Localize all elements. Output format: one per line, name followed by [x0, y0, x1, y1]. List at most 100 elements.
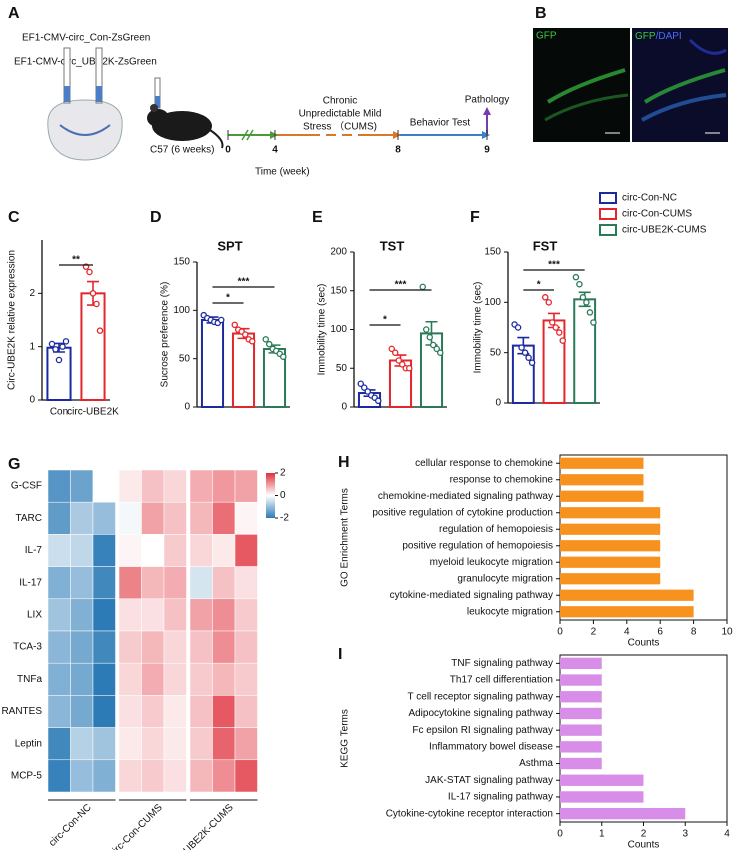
y-axis-label: GO Enrichment Terms — [340, 488, 351, 587]
heatmap-cell — [212, 662, 236, 696]
bar — [200, 319, 225, 408]
heatmap-cell — [141, 727, 165, 761]
y-tick-label: 0 — [341, 402, 347, 413]
heatmap-cell — [47, 534, 71, 567]
bar — [560, 741, 602, 753]
heatmap-cell — [234, 695, 258, 728]
x-tick-label: 6 — [657, 627, 663, 638]
heatmap-cell — [141, 598, 165, 632]
heatmap-cell — [70, 695, 94, 728]
panel-label: H — [338, 454, 350, 471]
data-point — [518, 344, 525, 351]
image-title-part: GFP — [635, 31, 656, 42]
bar — [560, 523, 661, 535]
y-tick-label: Asthma — [519, 758, 553, 769]
data-point — [398, 361, 406, 368]
heatmap-cell — [212, 598, 236, 632]
row-label: TCA-3 — [13, 642, 42, 653]
y-tick-label: T cell receptor signaling pathway — [408, 691, 553, 702]
heatmap-cell — [70, 534, 94, 567]
data-point — [426, 333, 433, 341]
heatmap-cell — [70, 501, 94, 535]
data-point — [59, 343, 66, 350]
x-tick-label: 10 — [721, 627, 733, 638]
data-point — [583, 299, 590, 306]
heatmap-cell — [92, 566, 116, 600]
heatmap-cell — [47, 501, 71, 535]
bar — [560, 757, 602, 770]
bar — [560, 573, 661, 585]
data-point — [48, 340, 56, 348]
data-point — [576, 280, 583, 288]
heatmap-cell — [118, 501, 142, 535]
group-label: circ-Con-NC — [47, 802, 94, 849]
data-point — [374, 397, 382, 405]
y-tick-label: positive regulation of hemopoiesis — [402, 540, 553, 551]
heatmap-cell — [212, 566, 236, 600]
group-label: circ-UBE2K-CUMS — [168, 802, 236, 850]
data-point — [86, 268, 93, 276]
stress-label: Chronic — [323, 96, 357, 107]
data-point — [586, 309, 594, 316]
heatmap-cell — [118, 566, 142, 600]
y-tick-label: granulocyte migration — [457, 573, 553, 584]
x-tick-label: 8 — [691, 627, 697, 638]
heatmap-cell — [163, 695, 187, 728]
heatmap-cell — [189, 534, 213, 567]
bar — [560, 507, 661, 519]
bar — [560, 691, 602, 703]
bar — [560, 791, 644, 803]
bar — [560, 606, 694, 618]
x-tick-label: circ-UBE2K — [67, 407, 119, 418]
panel-label: B — [535, 5, 547, 22]
bar — [560, 457, 644, 469]
heatmap-cell — [189, 695, 213, 728]
data-point — [559, 337, 567, 344]
y-tick-label: leukocyte migration — [467, 606, 553, 617]
colorbar-tick-label: 0 — [280, 490, 286, 501]
heatmap-cell — [163, 501, 187, 535]
chart-title: FST — [533, 238, 558, 253]
significance-label: * — [226, 293, 230, 304]
heatmap-cell — [163, 759, 187, 793]
heatmap-cell — [118, 630, 142, 664]
panel-label: A — [8, 5, 20, 22]
x-axis-label: Counts — [628, 638, 660, 649]
heatmap-cell — [92, 727, 116, 761]
data-point — [405, 364, 413, 372]
heatmap-cell — [70, 759, 94, 793]
heatmap-cell — [141, 566, 165, 600]
legend-label: circ-UBE2K-CUMS — [622, 225, 707, 236]
data-point — [279, 353, 287, 360]
bar — [560, 674, 602, 686]
data-point — [556, 329, 563, 336]
y-tick-label: cytokine-mediated signaling pathway — [390, 590, 553, 601]
heatmap-cell — [47, 469, 71, 503]
heatmap-cell — [92, 501, 116, 535]
heatmap-cell — [70, 598, 94, 632]
chart-title: TST — [380, 238, 405, 253]
heatmap-cell — [47, 598, 71, 632]
data-point — [552, 324, 560, 331]
x-tick-label: 0 — [557, 627, 563, 638]
y-tick-label: response to chemokine — [450, 474, 554, 485]
heatmap-cell — [141, 662, 165, 696]
y-tick-label: 50 — [179, 353, 191, 364]
heatmap-cell — [234, 469, 258, 503]
panel-label: I — [338, 646, 342, 663]
panel-label: G — [8, 456, 20, 473]
heatmap-cell — [212, 727, 236, 761]
row-label: LIX — [27, 610, 42, 621]
heatmap-cell — [92, 630, 116, 664]
significance-label: * — [537, 280, 541, 291]
colorbar-tick-label: 2 — [280, 468, 286, 479]
significance-label: * — [383, 315, 387, 326]
data-point — [521, 349, 529, 356]
row-label: RANTES — [1, 706, 42, 717]
heatmap-cell — [189, 469, 213, 503]
data-point — [433, 345, 440, 353]
data-point — [217, 316, 225, 324]
heatmap-cell — [163, 727, 187, 761]
heatmap-cell — [70, 630, 94, 664]
